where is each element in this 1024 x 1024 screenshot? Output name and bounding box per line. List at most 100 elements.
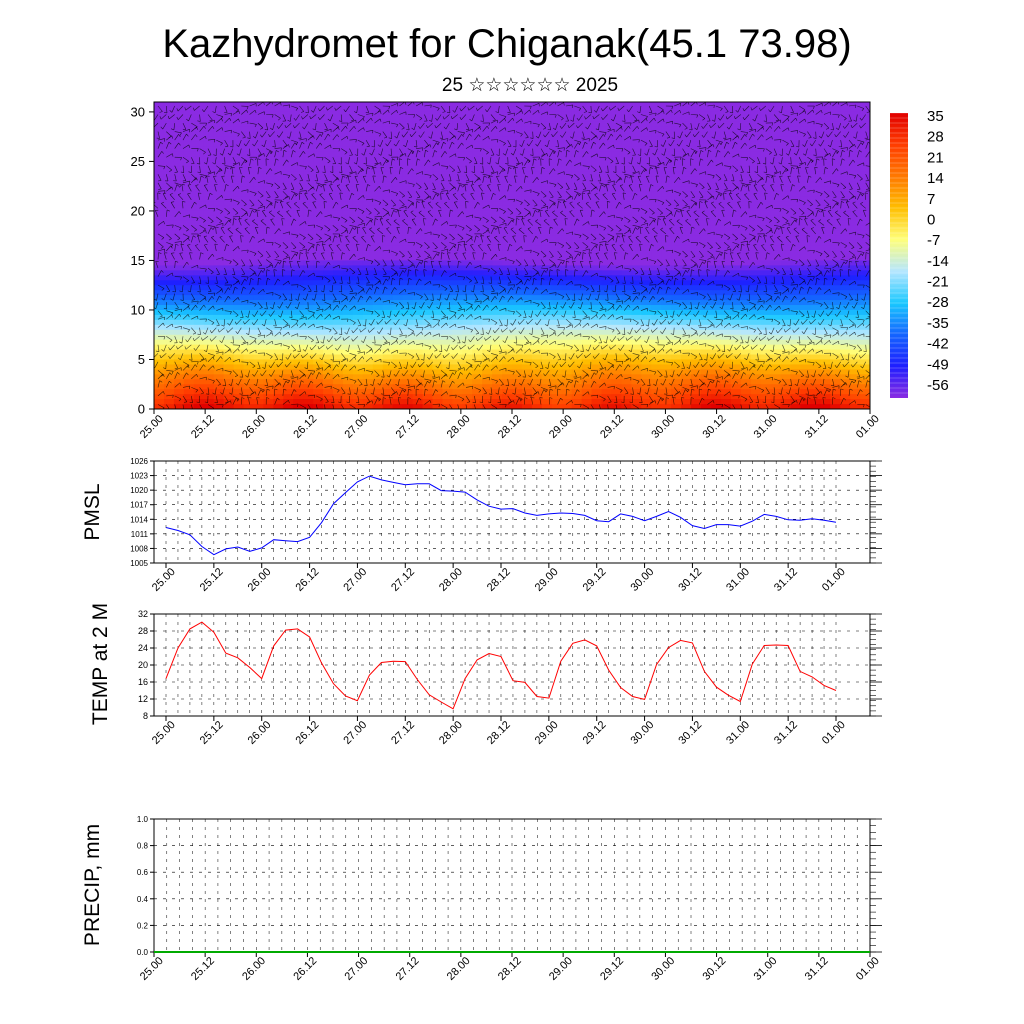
temperature-cell	[512, 166, 523, 172]
temperature-cell	[631, 255, 642, 262]
temperature-cell	[750, 329, 762, 336]
temperature-cell	[631, 404, 642, 409]
temperature-cell	[850, 260, 861, 266]
temperature-cell	[422, 344, 434, 351]
temperature-cell	[223, 161, 235, 167]
wind-barb	[349, 114, 355, 121]
temperature-cell	[740, 106, 752, 113]
temperature-cell	[352, 186, 364, 192]
temperature-cell	[263, 314, 274, 321]
wind-barb	[860, 122, 866, 129]
temperature-cell	[313, 349, 324, 356]
temperature-cell	[621, 285, 632, 291]
temperature-cell	[581, 220, 593, 227]
temperature-cell	[691, 161, 702, 167]
temperature-cell	[571, 364, 583, 370]
temperature-cell	[253, 230, 264, 237]
temperature-cell	[581, 240, 593, 247]
temperature-cell	[581, 280, 593, 286]
wind-barb-feather	[711, 119, 715, 122]
temperature-cell	[521, 369, 533, 375]
temperature-cell	[531, 116, 543, 123]
temperature-cell	[412, 394, 424, 400]
temperature-cell	[452, 324, 463, 331]
temperature-cell	[621, 255, 632, 262]
wind-barb-feather	[152, 125, 153, 128]
temperature-cell	[860, 285, 870, 291]
temperature-cell	[293, 201, 304, 207]
temperature-cell	[492, 389, 503, 395]
wind-barb	[241, 109, 247, 115]
temperature-cell	[372, 290, 384, 296]
temperature-cell	[740, 354, 752, 361]
temperature-cell	[671, 196, 682, 202]
temperature-cell	[422, 270, 434, 276]
temperature-cell	[780, 171, 792, 177]
temperature-cell	[193, 245, 205, 252]
wind-barb-feather	[610, 118, 614, 122]
temperature-cell	[233, 176, 245, 182]
temperature-cell	[163, 344, 175, 351]
temperature-cell	[830, 146, 841, 153]
temperature-cell	[372, 235, 384, 242]
temperature-cell	[442, 384, 453, 390]
temperature-cell	[750, 389, 762, 395]
temperature-cell	[601, 379, 613, 385]
temperature-cell	[333, 161, 344, 167]
temperature-cell	[372, 171, 384, 177]
temperature-cell	[601, 374, 613, 380]
temperature-cell	[313, 265, 324, 271]
temperature-cell	[790, 394, 801, 400]
temperature-cell	[551, 290, 563, 296]
temperature-cell	[223, 265, 235, 271]
temperature-cell	[442, 196, 453, 202]
temperature-cell	[770, 245, 782, 252]
temperature-cell	[561, 116, 573, 123]
temperature-cell	[333, 146, 344, 153]
temperature-cell	[442, 359, 453, 366]
temperature-cell	[392, 359, 404, 366]
temperature-cell	[621, 359, 632, 366]
temperature-cell	[780, 369, 792, 375]
temperature-cell	[671, 275, 682, 281]
temperature-cell	[561, 349, 573, 356]
temperature-cell	[661, 285, 672, 291]
temperature-cell	[313, 334, 324, 341]
temperature-cell	[521, 215, 533, 222]
temperature-cell	[303, 171, 314, 177]
temperature-cell	[651, 126, 662, 133]
temperature-cell	[173, 205, 185, 212]
temperature-cell	[412, 280, 424, 286]
temperature-cell	[760, 102, 772, 108]
temperature-cell	[372, 275, 384, 281]
temperature-cell	[571, 201, 583, 207]
temperature-cell	[611, 116, 622, 123]
temperature-cell	[521, 305, 533, 311]
wind-barb	[282, 104, 290, 107]
temperature-cell	[382, 314, 394, 321]
temperature-cell	[631, 230, 642, 237]
temperature-cell	[492, 181, 503, 187]
temperature-cell	[551, 102, 563, 108]
temperature-cell	[323, 404, 334, 409]
temperature-cell	[512, 309, 523, 316]
temperature-cell	[512, 220, 523, 227]
temperature-cell	[412, 295, 424, 301]
temperature-cell	[591, 265, 603, 271]
wind-barb	[739, 123, 742, 131]
temperature-cell	[382, 354, 394, 361]
temperature-cell	[342, 146, 354, 153]
wind-barb-feather	[396, 124, 399, 128]
wind-barb-feather	[859, 125, 862, 129]
temperature-cell	[323, 309, 334, 316]
temperature-cell	[770, 260, 782, 266]
wind-barb	[329, 114, 334, 122]
temperature-cell	[333, 334, 344, 341]
temperature-cell	[571, 136, 583, 143]
temperature-cell	[571, 196, 583, 202]
temperature-cell	[561, 205, 573, 212]
temperature-cell	[581, 191, 593, 197]
temperature-cell	[521, 136, 533, 143]
temperature-cell	[472, 235, 483, 242]
temperature-cell	[412, 151, 424, 158]
